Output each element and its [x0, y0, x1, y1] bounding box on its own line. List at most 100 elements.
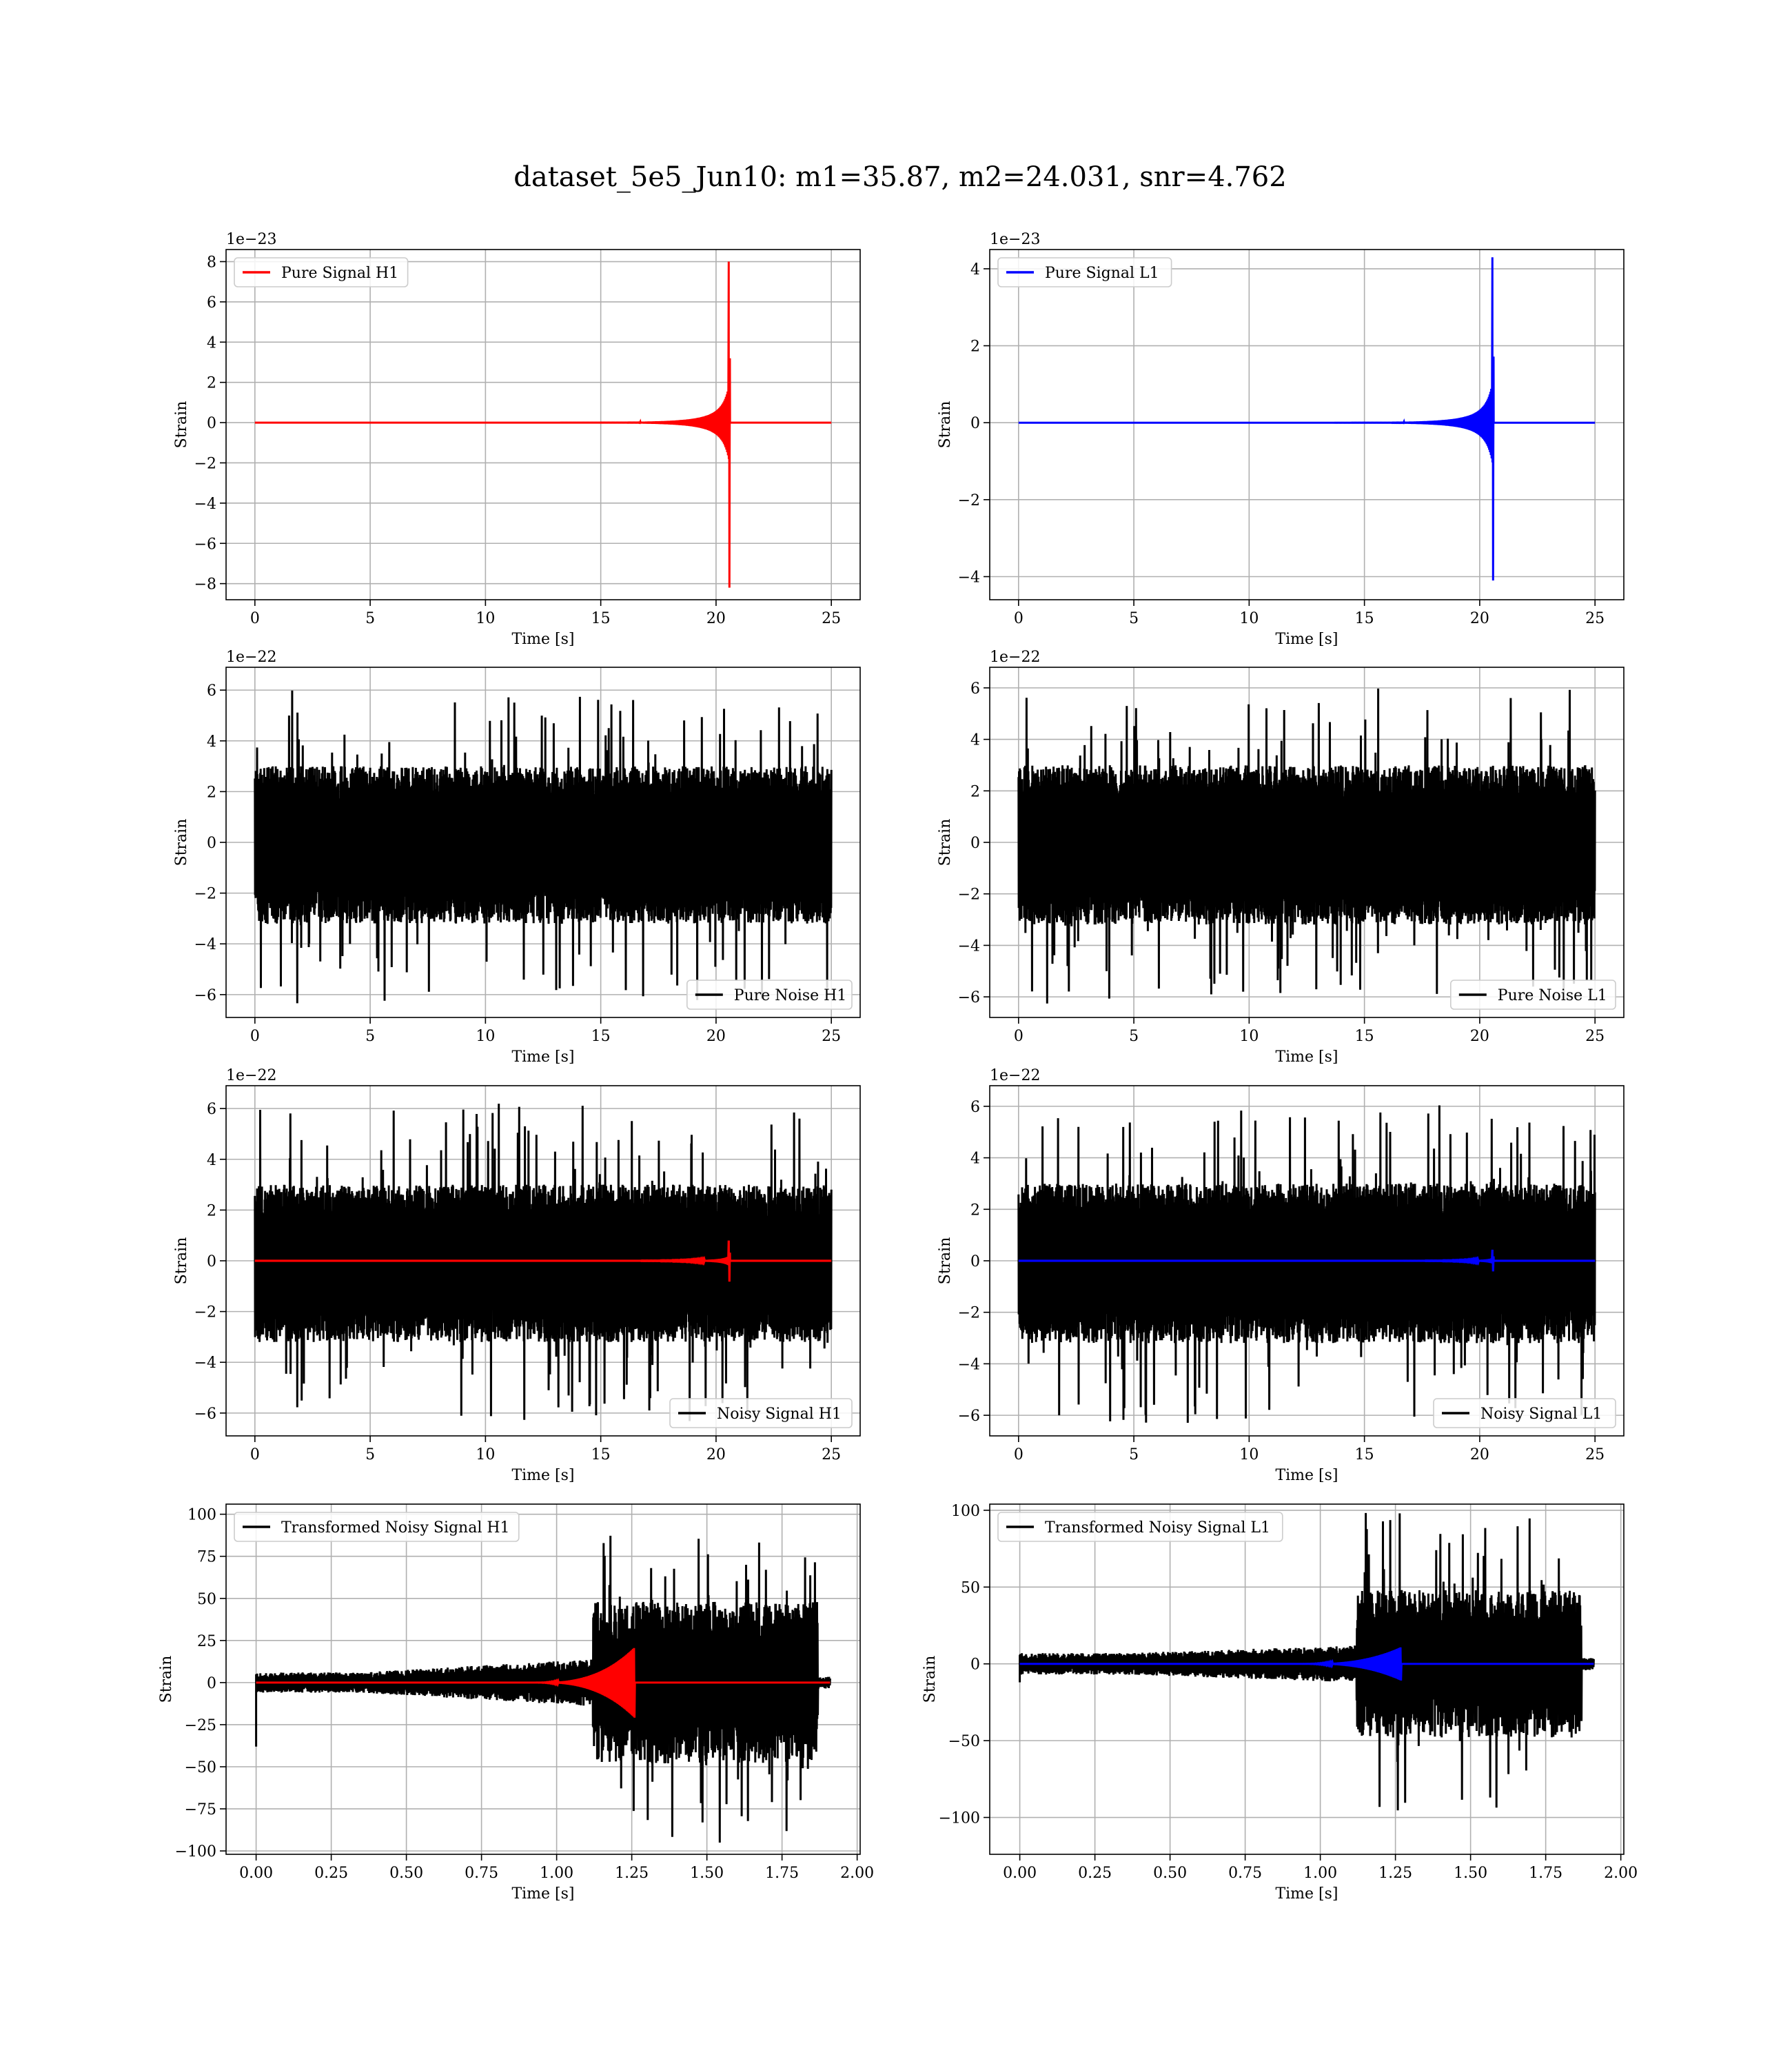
subplot-noisy-signal-h1: 0 5 10 15 20 25 −6 −4 −2 0 2 4 6 Time [s] Strain 1e−22 N…: [173, 1067, 861, 1484]
series-line-overlay-signal: [254, 1240, 832, 1282]
x-tick-label: 0: [1014, 1028, 1024, 1045]
x-tick-label: 10: [476, 1446, 495, 1463]
subplot-transformed-noisy-signal-l1: 0.00 0.25 0.50 0.75 1.00 1.25 1.50 1.75 2.00 −100…: [922, 1503, 1638, 1903]
y-tick-label: 2: [970, 338, 980, 356]
x-tick-label: 15: [1355, 1446, 1374, 1463]
x-tick-label: 5: [365, 1446, 375, 1463]
y-axis-label: Strain: [173, 819, 190, 866]
y-tick-label: −50: [948, 1733, 980, 1750]
y-tick-label: 2: [207, 1202, 216, 1219]
y-tick-label: 6: [207, 682, 216, 700]
y-tick-label: −2: [958, 1305, 980, 1322]
x-tick-label: 0: [250, 1028, 260, 1045]
y-tick-label: 50: [961, 1579, 980, 1596]
y-tick-label: 0: [207, 1253, 216, 1270]
x-tick-label: 15: [1355, 610, 1374, 627]
x-tick-label: 0.50: [1153, 1865, 1187, 1882]
x-tick-label: 25: [822, 1028, 841, 1045]
x-tick-label: 0.75: [1228, 1865, 1262, 1882]
y-tick-label: −100: [175, 1843, 216, 1861]
legend-frame: [234, 257, 409, 287]
series-line-noisy-signal-h1: [254, 1104, 833, 1421]
y-tick-label: −2: [194, 1304, 216, 1321]
y-tick-label: 0: [970, 415, 980, 432]
x-tick-label: 1.75: [765, 1865, 799, 1882]
series-line-transformed-noisy-signal-l1: [1019, 1512, 1595, 1811]
x-tick-label: 1.00: [540, 1865, 573, 1882]
legend-entry: Pure Signal H1: [281, 265, 398, 282]
x-tick-label: 0: [250, 1446, 260, 1463]
y-tick-label: 0: [207, 835, 216, 852]
y-tick-label: 2: [207, 375, 216, 392]
x-tick-label: 15: [591, 1446, 611, 1463]
series-line-transformed-noisy-signal-h1: [255, 1535, 831, 1843]
y-tick-label: 6: [207, 294, 216, 312]
y-tick-label: −2: [958, 886, 980, 904]
subplot-pure-noise-l1: 0 5 10 15 20 25 −6 −4 −2 0 2 4 6 Time [s] Strain 1e−22 P…: [937, 649, 1625, 1066]
x-tick-label: 20: [706, 1028, 726, 1045]
legend: Pure Signal L1: [997, 257, 1172, 287]
y-tick-label: 50: [197, 1591, 216, 1608]
y-tick-label: 0: [970, 1656, 980, 1674]
x-tick-label: 25: [822, 1446, 841, 1463]
series-line-pure-signal-l1: [1018, 257, 1596, 581]
x-axis-label: Time [s]: [511, 631, 574, 648]
y-offset-text: 1e−22: [226, 649, 276, 666]
x-tick-label: 10: [476, 610, 495, 627]
x-tick-label: 15: [591, 1028, 611, 1045]
y-offset-text: 1e−23: [226, 231, 276, 248]
series-line-noisy-signal-l1: [1017, 1105, 1596, 1423]
y-tick-label: −6: [958, 1408, 980, 1425]
x-tick-label: 0.50: [389, 1865, 423, 1882]
y-tick-label: −8: [194, 576, 216, 594]
legend: Pure Noise L1: [1450, 980, 1616, 1010]
y-offset-text: 1e−22: [990, 1067, 1040, 1084]
y-tick-label: −4: [958, 937, 980, 955]
y-tick-label: 0: [970, 1253, 980, 1270]
y-tick-label: −6: [194, 1406, 216, 1423]
legend-entry: Noisy Signal H1: [717, 1406, 842, 1423]
subplot-pure-signal-l1: 0 5 10 15 20 25 −4 −2 0 2 4 Time [s] Strain 1e−23 Pure…: [937, 231, 1625, 648]
y-tick-label: 0: [970, 835, 980, 852]
y-tick-label: −4: [194, 496, 216, 513]
y-tick-label: 4: [970, 732, 980, 749]
subplot-transformed-noisy-signal-h1: 0.00 0.25 0.50 0.75 1.00 1.25 1.50 1.75 2.00 −100…: [158, 1503, 874, 1903]
y-tick-label: 4: [207, 334, 216, 352]
y-tick-label: 0: [207, 415, 216, 432]
x-axis-label: Time [s]: [1275, 1885, 1338, 1903]
y-tick-label: −4: [958, 1356, 980, 1373]
legend: Pure Noise H1: [686, 980, 853, 1010]
x-tick-label: 25: [1585, 1446, 1605, 1463]
x-axis-label: Time [s]: [1275, 1048, 1338, 1066]
series-line-overlay-signal: [1019, 1647, 1594, 1681]
x-tick-label: 25: [1585, 610, 1605, 627]
y-axis-label: Strain: [158, 1656, 175, 1703]
y-axis-label: Strain: [937, 401, 954, 449]
y-tick-label: −75: [185, 1801, 216, 1818]
x-tick-label: 5: [1129, 1028, 1139, 1045]
x-axis-label: Time [s]: [511, 1885, 574, 1903]
subplot-pure-noise-h1: 0 5 10 15 20 25 −6 −4 −2 0 2 4 6 Time [s] Strain 1e−22 P…: [173, 649, 861, 1066]
y-tick-label: 6: [207, 1101, 216, 1118]
x-tick-label: 5: [365, 1028, 375, 1045]
y-tick-label: −4: [958, 569, 980, 587]
y-axis-label: Strain: [922, 1656, 939, 1703]
legend-frame: [1433, 1398, 1616, 1428]
y-tick-label: 6: [970, 1099, 980, 1116]
series-line-pure-noise-l1: [1017, 688, 1596, 1004]
series-line-overlay-signal: [1018, 1249, 1596, 1272]
legend-frame: [686, 980, 853, 1010]
x-tick-label: 20: [1470, 610, 1489, 627]
y-tick-label: 25: [197, 1633, 216, 1650]
x-tick-label: 0.75: [465, 1865, 498, 1882]
x-tick-label: 0.25: [1078, 1865, 1112, 1882]
series-line-overlay-signal: [256, 1648, 831, 1718]
legend-frame: [234, 1512, 520, 1542]
y-offset-text: 1e−22: [990, 649, 1040, 666]
legend: Transformed Noisy Signal H1: [234, 1512, 520, 1542]
y-tick-label: 75: [197, 1549, 216, 1566]
y-tick-label: 100: [951, 1503, 980, 1520]
legend-entry: Transformed Noisy Signal H1: [281, 1519, 510, 1537]
subplot-pure-signal-h1: 0 5 10 15 20 25 −8 −6 −4 −2 0 2 4 6 8 Time [s] Strain 1e−…: [173, 231, 861, 648]
